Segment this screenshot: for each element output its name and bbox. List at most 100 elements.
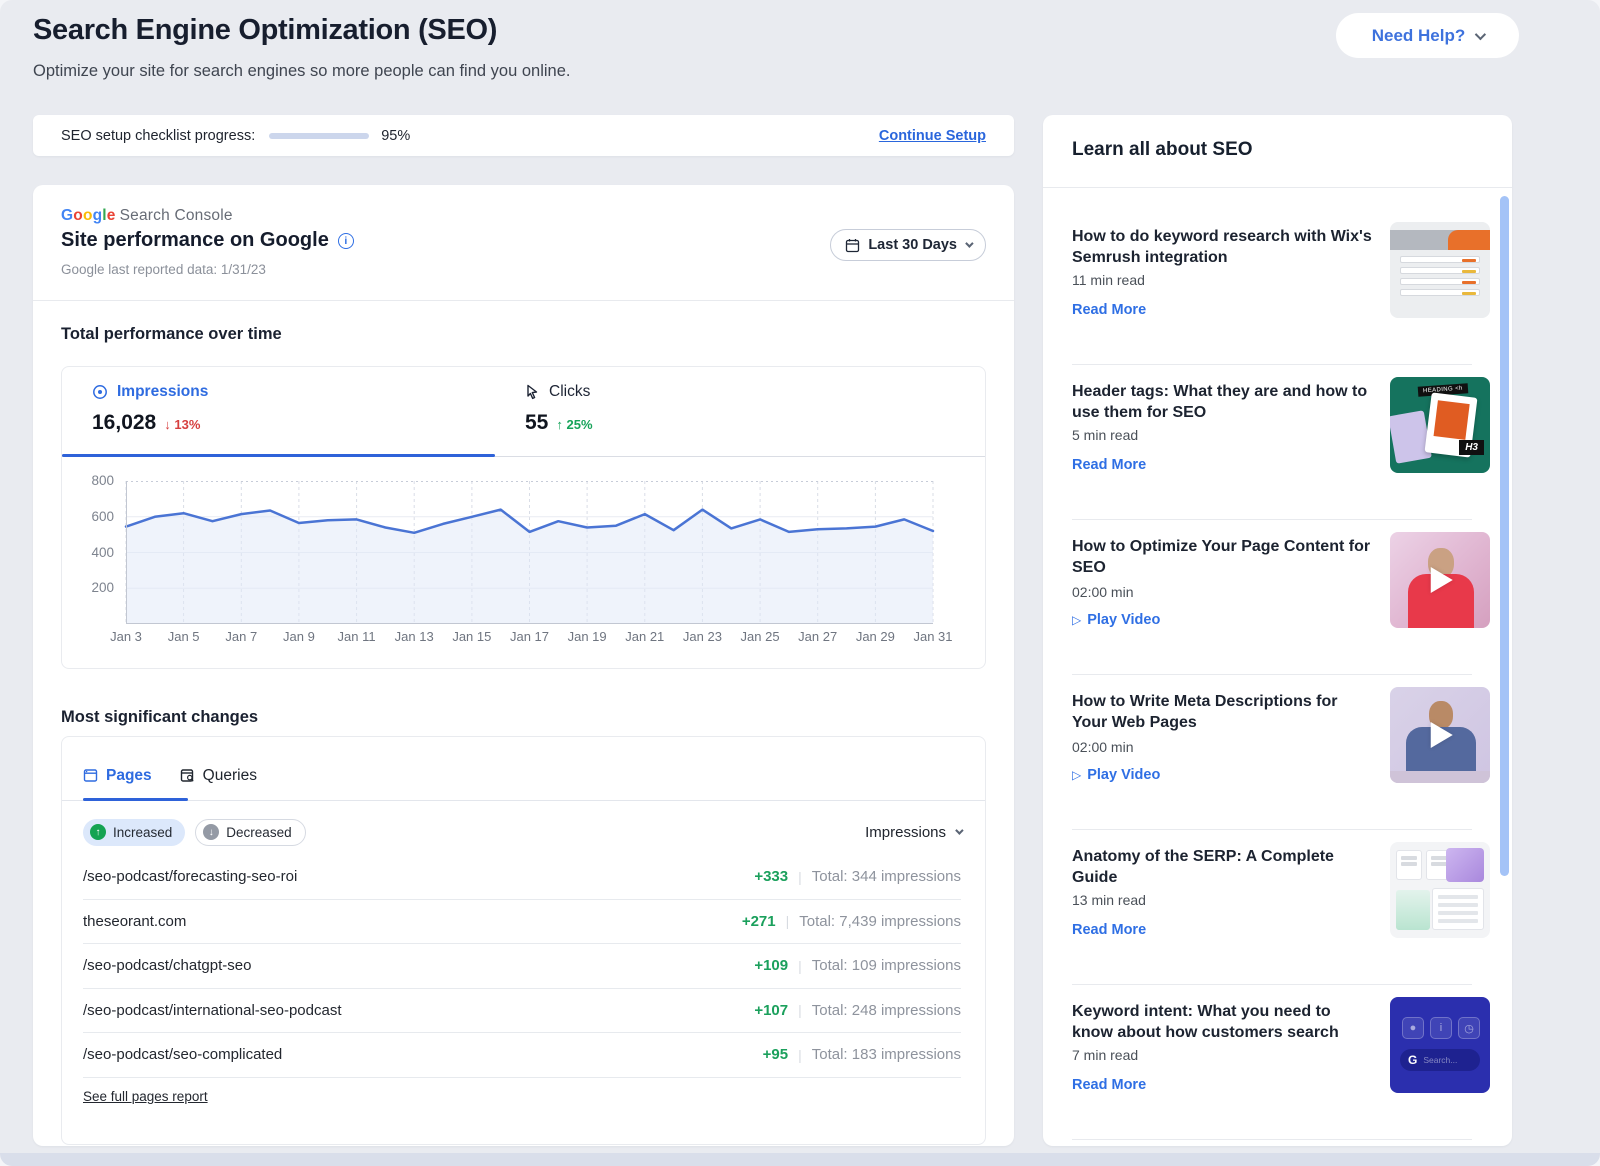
x-tick-label: Jan 21 xyxy=(625,629,665,644)
read-more-link[interactable]: Read More xyxy=(1072,457,1147,473)
filter-increased[interactable]: ↑ Increased xyxy=(83,818,186,846)
search-console-wordmark: Search Console xyxy=(119,207,233,224)
divider xyxy=(1072,674,1472,675)
tab-pages-label: Pages xyxy=(106,766,152,784)
change-value: +95 xyxy=(762,1046,789,1064)
x-tick-label: Jan 7 xyxy=(225,629,258,644)
performance-chart-card: Impressions 16,028 ↓ 13% Clicks 55 ↑ 25% xyxy=(61,366,986,669)
divider xyxy=(1043,187,1512,188)
need-help-label: Need Help? xyxy=(1371,25,1466,45)
page-url: /seo-podcast/forecasting-seo-roi xyxy=(83,868,298,886)
tab-pages[interactable]: Pages xyxy=(83,767,152,785)
change-value: +107 xyxy=(754,1001,789,1019)
google-letter: G xyxy=(61,207,74,224)
article-meta: 13 min read xyxy=(1072,892,1146,908)
active-tab-indicator xyxy=(83,798,188,801)
x-tick-label: Jan 15 xyxy=(452,629,492,644)
read-more-link[interactable]: Read More xyxy=(1072,922,1147,938)
clicks-tab[interactable]: Clicks xyxy=(525,383,593,401)
google-search-bar-graphic: G Search... xyxy=(1400,1049,1480,1071)
google-letter: o xyxy=(82,207,93,224)
page-subtitle: Optimize your site for search engines so… xyxy=(33,62,571,80)
y-tick-label: 600 xyxy=(91,508,114,524)
article-thumbnail[interactable]: ● i ◷ G Search... xyxy=(1390,997,1490,1093)
table-row[interactable]: theseorant.com +271 | Total: 7,439 impress… xyxy=(83,900,961,944)
page-url: /seo-podcast/international-seo-podcast xyxy=(83,1001,342,1019)
need-help-button[interactable]: Need Help? xyxy=(1336,13,1519,58)
divider: | xyxy=(798,1002,802,1019)
y-tick-label: 800 xyxy=(91,473,114,488)
continue-setup-link[interactable]: Continue Setup xyxy=(878,127,986,144)
divider xyxy=(1072,519,1472,520)
video-thumbnail[interactable] xyxy=(1390,532,1490,628)
chevron-down-icon xyxy=(1475,28,1487,40)
article-title: Anatomy of the SERP: A Complete Guide xyxy=(1072,848,1334,886)
article-meta: 5 min read xyxy=(1072,427,1139,443)
play-video-link[interactable]: ▷ Play Video xyxy=(1072,612,1161,628)
read-more-link[interactable]: Read More xyxy=(1072,302,1147,318)
article-title: Header tags: What they are and how to us… xyxy=(1072,383,1368,421)
see-full-pages-report-link[interactable]: See full pages report xyxy=(83,1089,208,1104)
x-tick-label: Jan 17 xyxy=(509,629,550,644)
change-value: +109 xyxy=(754,957,789,975)
video-thumbnail[interactable] xyxy=(1390,687,1490,783)
site-performance-card: Google Search Console Site performance on… xyxy=(33,185,1014,1146)
play-video-link[interactable]: ▷ Play Video xyxy=(1072,767,1161,783)
play-icon xyxy=(1430,722,1453,748)
line-chart-plot-area xyxy=(124,481,935,624)
table-row[interactable]: /seo-podcast/chatgpt-seo +109 | Total: 109… xyxy=(83,944,961,989)
google-letter: l xyxy=(102,207,107,224)
decrease-arrow-icon: ↓ xyxy=(203,824,220,840)
tab-queries[interactable]: Queries xyxy=(180,767,257,785)
play-icon xyxy=(1430,567,1453,593)
filter-decreased[interactable]: ↓ Decreased xyxy=(195,818,306,846)
x-tick-label: Jan 5 xyxy=(167,629,200,644)
table-row[interactable]: /seo-podcast/seo-complicated +95 | Total: … xyxy=(83,1033,961,1078)
y-tick-label: 400 xyxy=(91,544,114,560)
impressions-target-icon xyxy=(92,384,108,400)
tab-track xyxy=(62,456,985,457)
increase-arrow-icon: ↑ xyxy=(90,824,106,840)
change-value: +271 xyxy=(741,912,776,930)
sidebar-scrollbar[interactable] xyxy=(1500,196,1509,876)
pages-icon xyxy=(83,768,98,783)
article-thumbnail[interactable] xyxy=(1390,842,1490,938)
clicks-value: 55 xyxy=(525,411,549,434)
article-keyword-intent: Keyword intent: What you need to know ab… xyxy=(1043,985,1512,1140)
filters-row: ↑ Increased ↓ Decreased Impressions xyxy=(83,817,964,847)
article-header-tags: Header tags: What they are and how to us… xyxy=(1043,365,1512,520)
console-card-title: Site performance on Google xyxy=(61,229,329,251)
sidebar-title: Learn all about SEO xyxy=(1072,139,1253,160)
date-range-button[interactable]: Last 30 Days xyxy=(830,229,986,261)
x-tick-label: Jan 29 xyxy=(855,629,895,644)
read-more-link[interactable]: Read More xyxy=(1072,1077,1147,1093)
article-meta: 7 min read xyxy=(1072,1047,1139,1063)
article-meta-descriptions-video: How to Write Meta Descriptions for Your … xyxy=(1043,675,1512,830)
page-url: /seo-podcast/chatgpt-seo xyxy=(83,957,252,975)
google-letter: g xyxy=(92,207,103,224)
window-bottom-edge xyxy=(0,1153,1600,1166)
divider xyxy=(1072,364,1472,365)
impressions-tab[interactable]: Impressions xyxy=(92,383,208,401)
divider xyxy=(1072,1139,1472,1140)
table-row[interactable]: /seo-podcast/international-seo-podcast +… xyxy=(83,989,961,1033)
last-reported-date: Google last reported data: 1/31/23 xyxy=(61,262,266,277)
google-letter: o xyxy=(73,207,83,224)
filter-increased-label: Increased xyxy=(113,824,173,840)
info-icon[interactable]: i xyxy=(337,232,354,249)
article-title: How to Optimize Your Page Content for SE… xyxy=(1072,538,1371,576)
learn-seo-sidebar: Learn all about SEO How to do keyword re… xyxy=(1043,115,1512,1146)
table-row[interactable]: /seo-podcast/forecasting-seo-roi +333 | To… xyxy=(83,855,961,900)
article-thumbnail[interactable]: HEADING <h H3 xyxy=(1390,377,1490,473)
sort-dropdown[interactable]: Impressions xyxy=(865,824,964,841)
impressions-stat: Impressions 16,028 ↓ 13% xyxy=(92,383,208,435)
total-impressions: Total: 183 impressions xyxy=(811,1046,961,1064)
progress-bar xyxy=(269,132,370,139)
divider xyxy=(1072,984,1472,985)
play-icon: ▷ xyxy=(1072,768,1082,782)
divider xyxy=(1072,829,1472,830)
x-tick-label: Jan 31 xyxy=(913,629,953,644)
console-card-title-row: Site performance on Google i xyxy=(61,229,354,252)
article-thumbnail[interactable] xyxy=(1390,222,1490,318)
